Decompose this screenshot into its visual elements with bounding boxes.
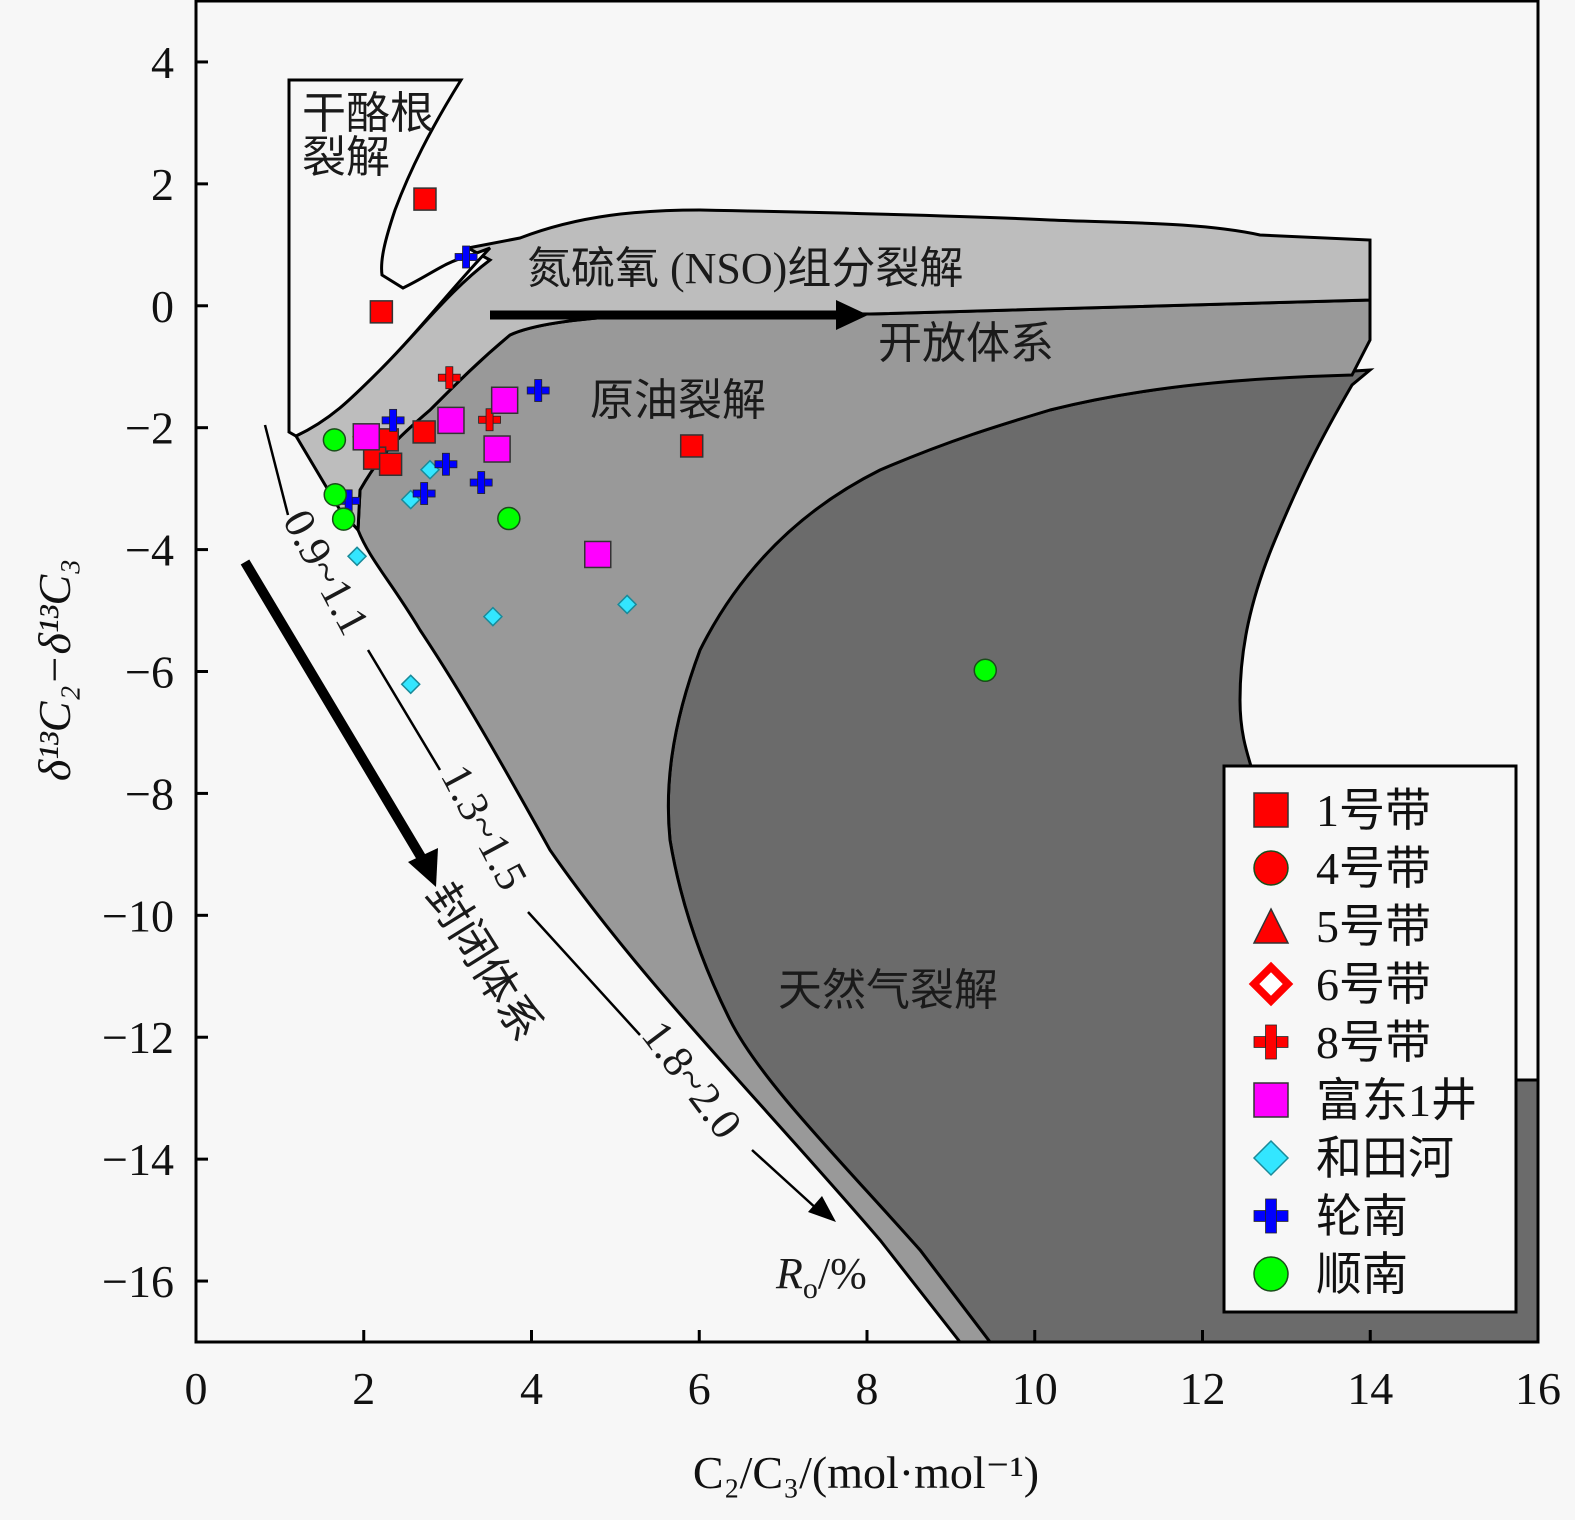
legend-marker-open-diamond xyxy=(1248,961,1294,1007)
data-point-diamond xyxy=(346,546,368,567)
y-tick-label: 4 xyxy=(151,37,174,88)
y-tick-label: −6 xyxy=(125,647,174,698)
data-point-cross xyxy=(454,245,478,269)
x-tick-label: 2 xyxy=(352,1363,375,1414)
x-axis-ticks: 0 2 4 6 8 10 12 14 16 xyxy=(185,1330,1561,1414)
x-tick-label: 0 xyxy=(185,1363,208,1414)
kerogen-label-line1: 干酪根 xyxy=(302,89,434,138)
y-tick-label: −4 xyxy=(125,525,174,576)
x-tick-label: 8 xyxy=(856,1363,879,1414)
open-system-arrow-head xyxy=(836,300,868,330)
ro-line-segment-2 xyxy=(366,649,442,771)
data-point-diamond xyxy=(617,594,638,615)
oil-cracking-label: 原油裂解 xyxy=(590,376,766,425)
y-tick-label: −14 xyxy=(102,1134,174,1185)
x-tick-label: 14 xyxy=(1347,1363,1393,1414)
legend-marker-cross xyxy=(1253,1024,1289,1060)
data-point-square xyxy=(412,420,436,444)
axes: 0 2 4 6 8 10 12 14 16 4 2 0 −2 −4 −6 −8 −10 −12 −14 −16 C₂… xyxy=(29,0,1561,1498)
legend-marker-circle xyxy=(1253,1256,1289,1292)
ro-axis-label: Ro/% xyxy=(775,1249,867,1305)
closed-system-arrow-shaft xyxy=(240,559,429,865)
ro-subscript: o xyxy=(803,1272,818,1305)
data-point-square xyxy=(378,452,403,477)
kerogen-cracking-region xyxy=(287,78,492,438)
y-axis-ticks: 4 2 0 −2 −4 −6 −8 −10 −12 −14 −16 xyxy=(102,37,208,1307)
data-point-circle xyxy=(497,506,521,531)
ro-line-segment-1 xyxy=(263,424,290,516)
data-point-cross xyxy=(478,408,501,432)
legend-label: 和田河 xyxy=(1316,1133,1454,1184)
closed-system-arrow-head xyxy=(408,848,438,887)
ro-line-segment-4 xyxy=(751,1149,819,1211)
data-point-square xyxy=(413,187,437,211)
y-tick-label: −2 xyxy=(125,403,174,454)
ro-axis-label-text: Ro/% xyxy=(775,1249,867,1305)
ro-arrow-head xyxy=(808,1196,836,1222)
legend-marker-square xyxy=(1253,1082,1289,1118)
data-point-circle xyxy=(322,428,347,452)
data-point-square xyxy=(369,300,394,324)
y-tick-label: −10 xyxy=(102,890,174,941)
data-point-cross xyxy=(469,471,493,494)
x-tick-label: 16 xyxy=(1515,1363,1561,1414)
data-point-square xyxy=(437,406,465,435)
data-point-cross xyxy=(412,482,436,505)
y-tick-label: −16 xyxy=(102,1256,174,1307)
data-point-circle xyxy=(323,482,347,507)
legend-label: 1号带 xyxy=(1316,785,1431,836)
data-point-square xyxy=(584,540,612,569)
legend-marker-circle xyxy=(1253,850,1289,886)
data-point-cross xyxy=(437,366,461,390)
x-tick-label: 12 xyxy=(1180,1363,1226,1414)
ro-letter: R xyxy=(775,1249,803,1298)
x-tick-label: 6 xyxy=(688,1363,711,1414)
y-tick-label: 0 xyxy=(151,281,174,332)
legend-marker-cross xyxy=(1253,1198,1289,1234)
data-point-cross xyxy=(434,452,458,476)
data-point-diamond xyxy=(400,674,421,695)
x-axis-title: C₂/C₃/(mol·mol⁻¹) xyxy=(693,1447,1039,1498)
data-point-square xyxy=(483,435,511,463)
legend-label: 轮南 xyxy=(1316,1191,1408,1242)
legend-label: 富东1井 xyxy=(1316,1075,1477,1126)
legend-label: 顺南 xyxy=(1316,1249,1408,1300)
x-tick-label: 4 xyxy=(520,1363,543,1414)
data-point-square xyxy=(679,434,704,458)
data-point-cross xyxy=(381,408,405,432)
gas-cracking-label: 天然气裂解 xyxy=(778,966,998,1015)
legend-label: 8号带 xyxy=(1316,1017,1431,1068)
legend-marker-square xyxy=(1253,792,1289,828)
data-point-circle xyxy=(973,658,998,683)
data-point-circle xyxy=(331,507,356,531)
legend-marker-triangle xyxy=(1252,907,1290,944)
ro-line-segment-3 xyxy=(527,911,641,1036)
y-tick-label: 2 xyxy=(151,159,174,210)
data-point-square xyxy=(490,386,519,415)
y-axis-title: δ¹³C₂−δ¹³C₃ xyxy=(29,559,80,781)
closed-system-label: 封闭体系 xyxy=(417,874,552,1049)
data-point-square xyxy=(352,423,381,451)
legend-label: 4号带 xyxy=(1316,843,1431,894)
ro-unit: /% xyxy=(818,1249,867,1298)
data-point-cross xyxy=(526,379,550,402)
y-tick-label: −12 xyxy=(102,1012,174,1063)
data-point-diamond xyxy=(482,606,503,627)
data-points xyxy=(322,187,998,695)
nso-label: 氮硫氧 (NSO)组分裂解 xyxy=(527,244,963,293)
legend-label: 6号带 xyxy=(1316,959,1431,1010)
legend-marker-diamond xyxy=(1252,1139,1290,1177)
open-system-label: 开放体系 xyxy=(878,319,1054,368)
legend-label: 5号带 xyxy=(1316,901,1431,952)
x-tick-label: 10 xyxy=(1012,1363,1058,1414)
y-tick-label: −8 xyxy=(125,768,174,819)
kerogen-label-line2: 裂解 xyxy=(302,133,390,182)
